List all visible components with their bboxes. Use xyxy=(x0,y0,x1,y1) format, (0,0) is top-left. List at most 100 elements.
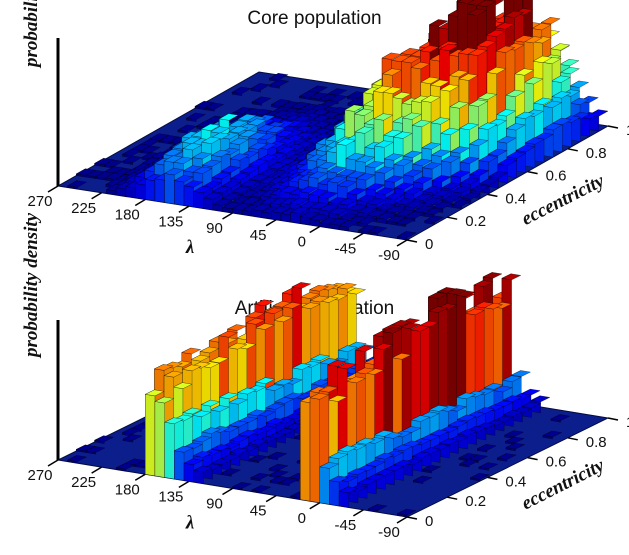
chart-panel-core: Core population probability density 2702… xyxy=(21,0,629,264)
x-tick-mark xyxy=(178,480,190,489)
bar-top-face xyxy=(392,131,413,139)
bar-top-face xyxy=(195,120,217,128)
bar-top-face xyxy=(382,326,403,334)
bar-top-face xyxy=(328,475,350,483)
bar-top-face xyxy=(337,345,358,352)
y-tick-mark xyxy=(567,148,578,152)
bar-top-face xyxy=(451,199,472,207)
bar xyxy=(194,100,215,111)
bar-top-face xyxy=(428,306,449,313)
bar-top-face xyxy=(316,161,338,169)
bar-top-face xyxy=(335,138,356,146)
bar-top-face xyxy=(309,392,330,400)
bar-top-face xyxy=(458,73,479,81)
bar-top-face xyxy=(404,200,425,209)
bar-top-face xyxy=(279,477,300,485)
bar-top-face xyxy=(248,173,270,182)
bar-top-face xyxy=(354,367,376,375)
y-tick-mark xyxy=(487,193,498,198)
bar-top-face xyxy=(396,231,417,239)
bar-front-face xyxy=(543,128,554,158)
bar-top-face xyxy=(411,119,432,128)
bar-top-face xyxy=(497,158,518,166)
bar xyxy=(338,220,359,232)
bar-top-face xyxy=(440,127,461,136)
bar-top-face xyxy=(373,430,395,437)
bar-top-face xyxy=(211,172,232,180)
bar-top-face xyxy=(393,158,414,167)
bar-top-face xyxy=(308,202,330,210)
bar xyxy=(269,79,290,89)
x-tick-mark xyxy=(352,232,364,240)
bar-top-face xyxy=(395,217,416,226)
bar-front-face xyxy=(193,470,204,485)
bar-top-face xyxy=(345,171,367,179)
x-tick-label: 90 xyxy=(206,496,223,513)
bar-front-face xyxy=(174,180,185,206)
x-tick-mark xyxy=(47,185,59,193)
bar-top-face xyxy=(400,322,422,330)
bar-top-face xyxy=(367,504,388,511)
bar-top-face xyxy=(247,132,268,140)
bar-front-face xyxy=(329,480,340,507)
bar-top-face xyxy=(391,352,412,360)
bar-top-face xyxy=(229,153,250,161)
bar-top-face xyxy=(144,389,165,397)
bar-top-face xyxy=(374,166,395,174)
bar xyxy=(505,442,526,452)
bar-top-face xyxy=(226,324,248,331)
bar xyxy=(140,145,161,155)
bar-top-face xyxy=(392,444,414,452)
bar-top-face xyxy=(376,212,397,220)
bar-top-face xyxy=(245,318,266,325)
bar-top-face xyxy=(200,427,222,434)
bar-top-face xyxy=(274,397,295,404)
bar-top-face xyxy=(449,146,471,154)
bar-top-face xyxy=(140,145,161,153)
bar xyxy=(93,435,115,444)
bar-top-face xyxy=(422,186,443,194)
bar-top-face xyxy=(122,155,143,163)
bar-top-face xyxy=(459,177,481,185)
bar-top-face xyxy=(173,156,194,164)
bar-top-face xyxy=(345,376,367,384)
x-tick-label: 180 xyxy=(115,481,140,498)
x-tick-mark xyxy=(265,219,277,227)
x-tick-mark xyxy=(309,225,321,234)
bar-top-face xyxy=(93,435,115,443)
bar-top-face xyxy=(326,360,348,367)
bar-top-face xyxy=(446,288,467,295)
bar-top-face xyxy=(307,171,328,179)
bar xyxy=(251,96,272,106)
bar-top-face xyxy=(218,330,239,338)
bar-top-face xyxy=(367,226,388,234)
y-tick-mark xyxy=(527,170,538,175)
bar-top-face xyxy=(121,148,143,157)
bar-top-face xyxy=(212,198,233,206)
bar-top-face xyxy=(420,76,441,85)
x-tick-mark xyxy=(134,473,146,481)
bar-top-face xyxy=(326,166,347,174)
bar-top-face xyxy=(210,149,232,158)
bar-top-face xyxy=(182,407,203,415)
x-tick-mark xyxy=(309,502,321,510)
bar-top-face xyxy=(487,148,508,157)
bar xyxy=(185,112,207,122)
bar-top-face xyxy=(181,364,202,372)
bar-top-face xyxy=(431,175,452,183)
x-tick-label: 45 xyxy=(250,227,267,244)
bar-top-face xyxy=(432,201,453,209)
bar-top-face xyxy=(336,180,358,188)
bar-top-face xyxy=(473,280,494,287)
bar-top-face xyxy=(246,409,268,417)
bar xyxy=(421,464,442,474)
bar-top-face xyxy=(318,204,339,212)
bar-top-face xyxy=(400,56,421,64)
bar-top-face xyxy=(476,444,497,451)
bar-top-face xyxy=(550,75,572,83)
bar-top-face xyxy=(210,444,232,451)
bar-top-face xyxy=(460,192,481,200)
bar-top-face xyxy=(327,88,348,96)
bar xyxy=(66,180,88,190)
bar-top-face xyxy=(513,35,534,43)
